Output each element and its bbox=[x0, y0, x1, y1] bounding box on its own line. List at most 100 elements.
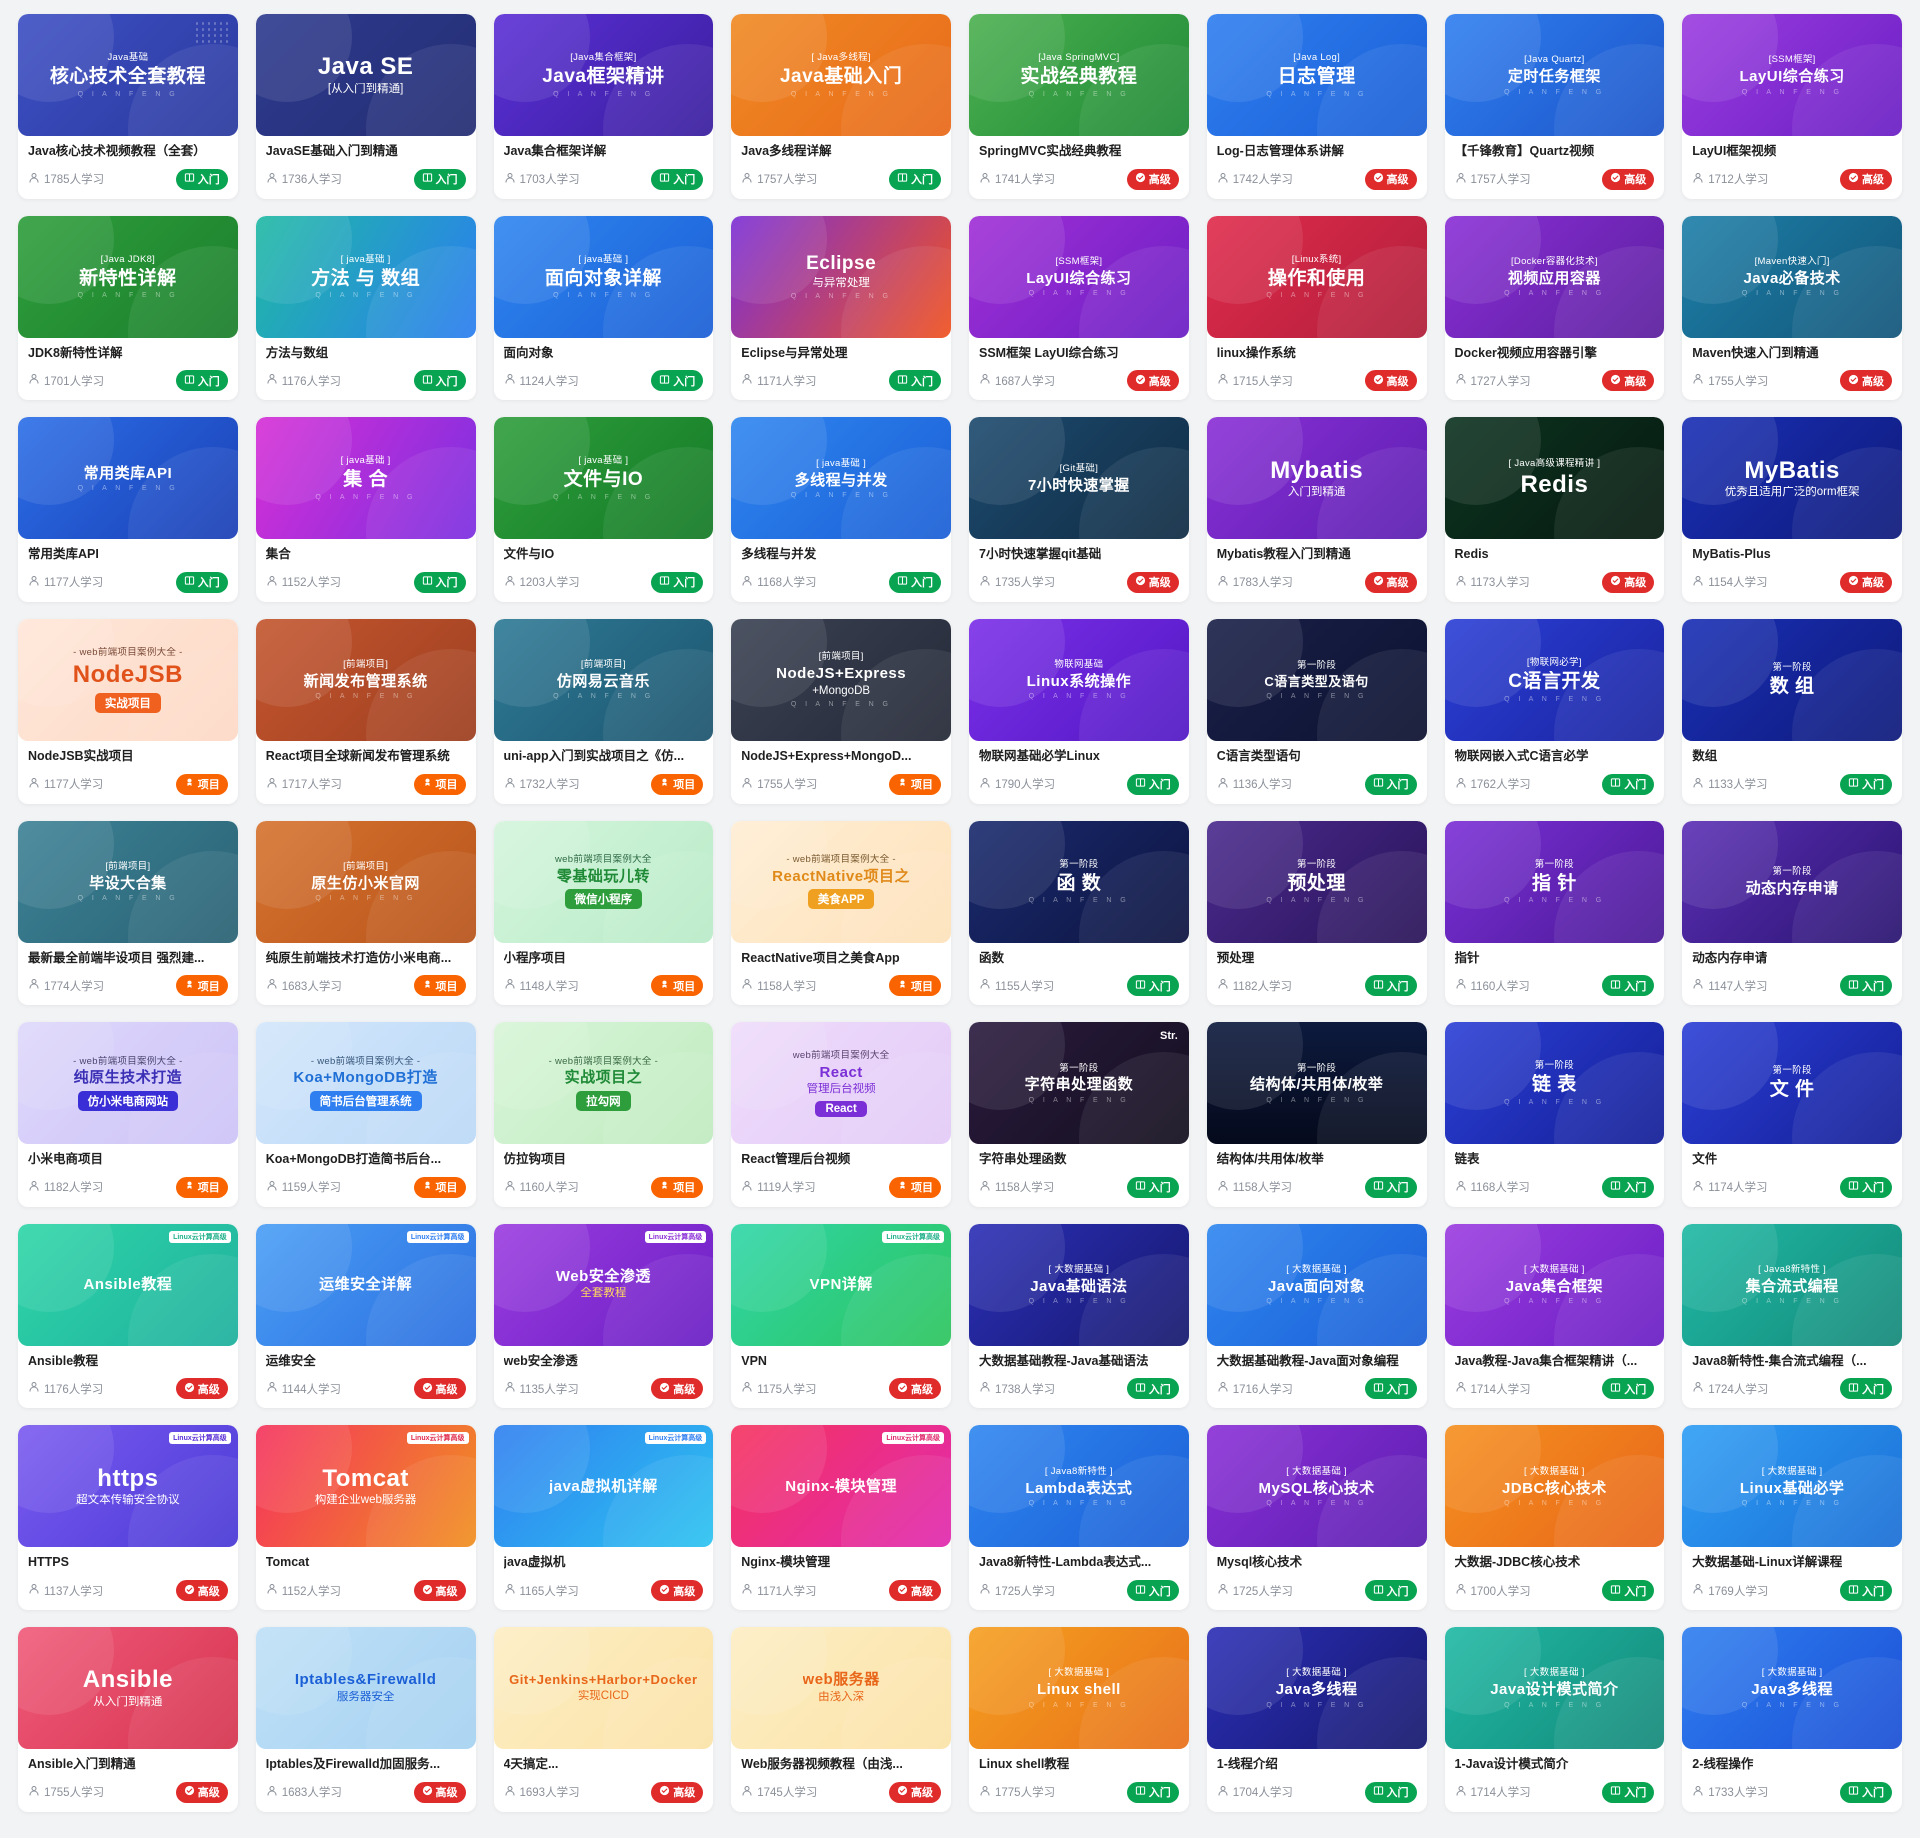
course-card[interactable]: Linux云计算高级 Web安全渗透 全套教程 web安全渗透 1135人学习 高级 bbox=[493, 1223, 714, 1409]
level-badge[interactable]: 高级 bbox=[651, 1580, 704, 1601]
course-card[interactable]: [ 大数据基础 ] Linux shell Q I A N F E N G Linux… bbox=[969, 1627, 1189, 1812]
course-title[interactable]: LayUI框架视频 bbox=[1692, 144, 1777, 158]
course-card[interactable]: 第一阶段指 针 Q I A N F E N G 指针 1160人学习 入门 bbox=[1444, 820, 1665, 1006]
course-title[interactable]: 文件 bbox=[1692, 1152, 1718, 1167]
course-card[interactable]: [Java JDK8] 新特性详解 Q I A N F E N G JDK8新特性详解… bbox=[18, 215, 238, 401]
level-badge[interactable]: 高级 bbox=[175, 1781, 228, 1803]
course-card[interactable]: 第一阶段数 组数组 1133人学习 入门 bbox=[1682, 618, 1902, 804]
course-title[interactable]: 1-线程介绍 bbox=[1216, 1757, 1278, 1771]
course-title[interactable]: Maven快速入门到精通 bbox=[1692, 345, 1819, 360]
course-card[interactable]: [Java SpringMVC] 实战经典教程 Q I A N F E N G Spr… bbox=[969, 14, 1189, 199]
course-card[interactable]: Linux云计算高级 Nginx-模块管理 Nginx-模块管理 1171人学习 高级 bbox=[731, 1425, 951, 1610]
level-badge[interactable]: 高级 bbox=[175, 1378, 228, 1400]
course-title[interactable]: 物联网嵌入式C语言必学 bbox=[1454, 748, 1589, 763]
level-badge[interactable]: 入门 bbox=[889, 370, 941, 392]
course-title[interactable]: 【千锋教育】Quartz视频 bbox=[1454, 144, 1595, 158]
level-badge[interactable]: 入门 bbox=[1126, 1176, 1179, 1198]
level-badge[interactable]: 入门 bbox=[413, 168, 466, 190]
course-title[interactable]: Docker视频应用容器引擎 bbox=[1454, 345, 1597, 360]
course-title[interactable]: Eclipse与异常处理 bbox=[741, 345, 848, 360]
course-card[interactable]: web前端项目案例大全 零基础玩儿转 微信小程序 小程序项目 1148人学习 项目 bbox=[493, 820, 714, 1006]
course-title[interactable]: MyBatis-Plus bbox=[1692, 547, 1771, 562]
course-card[interactable]: [ Java8新特性 ] 集合流式编程 Q I A N F E N G Java8新特… bbox=[1682, 1223, 1902, 1409]
course-card[interactable]: 第一阶段 结构体/共用体/枚举 Q I A N F E N G 结构体/共用体/枚举 1… bbox=[1206, 1022, 1427, 1207]
level-badge[interactable]: 入门 bbox=[1364, 975, 1417, 997]
course-card[interactable]: [前端项目] 原生仿小米官网 Q I A N F E N G 纯原生前端技术打造仿小米… bbox=[255, 820, 476, 1006]
level-badge[interactable]: 高级 bbox=[1602, 370, 1655, 392]
course-title[interactable]: 大数据基础-Linux详解课程 bbox=[1692, 1555, 1843, 1570]
course-title[interactable]: React项目全球新闻发布管理系统 bbox=[265, 748, 450, 763]
course-card[interactable]: [ java基础 ] 集 合 Q I A N F E N G 集合 1152人学习 入门 bbox=[255, 417, 476, 602]
course-card[interactable]: - web前端项目案例大全 - 实战项目之 拉勾网 仿拉钩项目 1160人学习 项目 bbox=[493, 1022, 714, 1207]
course-card[interactable]: [SSM框架] LayUI综合练习 Q I A N F E N G SSM框架 Lay… bbox=[969, 215, 1189, 401]
level-badge[interactable]: 高级 bbox=[175, 1580, 228, 1601]
course-card[interactable]: [前端项目] 新闻发布管理系统 Q I A N F E N G React项目全球新闻… bbox=[255, 618, 476, 804]
course-title[interactable]: 动态内存申请 bbox=[1692, 950, 1768, 965]
level-badge[interactable]: 入门 bbox=[1364, 1176, 1417, 1198]
level-badge[interactable]: 入门 bbox=[1364, 1378, 1417, 1400]
course-title[interactable]: 方法与数组 bbox=[265, 345, 329, 360]
course-card[interactable]: 第一阶段文 件文件 1174人学习 入门 bbox=[1682, 1022, 1902, 1207]
course-card[interactable]: [ java基础 ] 多线程与并发 Q I A N F E N G 多线程与并发 116… bbox=[731, 417, 951, 602]
course-card[interactable]: 第一阶段 动态内存申请 动态内存申请 1147人学习 入门 bbox=[1682, 820, 1902, 1006]
level-badge[interactable]: 入门 bbox=[889, 168, 941, 190]
course-card[interactable]: [ 大数据基础 ] Linux基础必学 Q I A N F E N G 大数据基础-L… bbox=[1682, 1425, 1902, 1610]
course-card[interactable]: [ Java高级课程精讲 ] Redis Redis 1173人学习 高级 bbox=[1444, 417, 1665, 602]
course-title[interactable]: 纯原生前端技术打造仿小米电商... bbox=[265, 950, 452, 965]
course-title[interactable]: 大数据基础教程-Java面对象编程 bbox=[1216, 1353, 1399, 1368]
course-card[interactable]: [Git基础] 7小时快速掌握 7小时快速掌握qit基础 1735人学习 高级 bbox=[969, 417, 1189, 602]
course-title[interactable]: 集合 bbox=[265, 547, 291, 562]
course-title[interactable]: 小米电商项目 bbox=[28, 1152, 104, 1167]
level-badge[interactable]: 项目 bbox=[651, 1176, 704, 1198]
level-badge[interactable]: 项目 bbox=[889, 975, 941, 997]
course-title[interactable]: C语言类型语句 bbox=[1216, 748, 1301, 763]
course-title[interactable]: Tomcat bbox=[265, 1555, 310, 1570]
level-badge[interactable]: 入门 bbox=[413, 370, 466, 392]
course-title[interactable]: Java核心技术视频教程（全套） bbox=[28, 144, 206, 158]
course-card[interactable]: [前端项目] 仿网易云音乐 Q I A N F E N G uni-app入门到实战项… bbox=[493, 618, 714, 804]
course-title[interactable]: Iptables及Firewalld加固服务... bbox=[265, 1757, 441, 1771]
level-badge[interactable]: 入门 bbox=[651, 571, 704, 593]
level-badge[interactable]: 入门 bbox=[1126, 1781, 1179, 1803]
course-title[interactable]: JDK8新特性详解 bbox=[28, 345, 123, 360]
course-title[interactable]: Nginx-模块管理 bbox=[741, 1555, 831, 1570]
level-badge[interactable]: 高级 bbox=[1840, 370, 1892, 392]
level-badge[interactable]: 入门 bbox=[889, 571, 941, 593]
course-title[interactable]: Java8新特性-集合流式编程（... bbox=[1692, 1353, 1867, 1368]
course-title[interactable]: Redis bbox=[1454, 547, 1489, 562]
course-card[interactable]: [SSM框架] LayUI综合练习 Q I A N F E N G LayUI框架视频… bbox=[1682, 14, 1902, 199]
course-card[interactable]: [Java Quartz] 定时任务框架 Q I A N F E N G 【千锋教育】… bbox=[1444, 14, 1665, 199]
course-title[interactable]: 链表 bbox=[1454, 1152, 1480, 1167]
level-badge[interactable]: 入门 bbox=[1364, 1580, 1417, 1601]
level-badge[interactable]: 高级 bbox=[413, 1781, 466, 1803]
course-title[interactable]: 函数 bbox=[979, 950, 1005, 965]
course-title[interactable]: 小程序项目 bbox=[503, 950, 567, 965]
course-title[interactable]: 多线程与并发 bbox=[741, 547, 817, 562]
level-badge[interactable]: 高级 bbox=[889, 1378, 941, 1400]
level-badge[interactable]: 项目 bbox=[413, 773, 466, 795]
level-badge[interactable]: 项目 bbox=[651, 975, 704, 997]
course-card[interactable]: [ java基础 ] 面向对象详解 Q I A N F E N G 面向对象 1124人… bbox=[493, 215, 714, 401]
course-card[interactable]: [ java基础 ] 方法 与 数组 Q I A N F E N G 方法与数组 117… bbox=[255, 215, 476, 401]
course-title[interactable]: uni-app入门到实战项目之《仿... bbox=[503, 748, 685, 763]
course-title[interactable]: 预处理 bbox=[1216, 950, 1255, 965]
course-title[interactable]: Java多线程详解 bbox=[741, 144, 832, 158]
course-title[interactable]: 结构体/共用体/枚举 bbox=[1216, 1152, 1324, 1167]
level-badge[interactable]: 入门 bbox=[1602, 1378, 1655, 1400]
level-badge[interactable]: 入门 bbox=[1126, 975, 1179, 997]
level-badge[interactable]: 入门 bbox=[1840, 1176, 1892, 1198]
level-badge[interactable]: 入门 bbox=[1126, 1580, 1179, 1601]
course-title[interactable]: SSM框架 LayUI综合练习 bbox=[979, 345, 1119, 360]
course-title[interactable]: NodeJSB实战项目 bbox=[28, 748, 134, 763]
level-badge[interactable]: 高级 bbox=[413, 1378, 466, 1400]
level-badge[interactable]: 高级 bbox=[1126, 571, 1179, 593]
course-card[interactable]: - web前端项目案例大全 - NodeJSB 实战项目 NodeJSB实战项目 117… bbox=[18, 618, 238, 804]
course-title[interactable]: Mybatis教程入门到精通 bbox=[1216, 547, 1351, 562]
course-card[interactable]: Iptables&Firewalld 服务器安全 Iptables及Firewall… bbox=[255, 1627, 476, 1812]
course-card[interactable]: Linux云计算高级 Ansible教程 Ansible教程 1176人学习 高级 bbox=[18, 1223, 238, 1409]
level-badge[interactable]: 入门 bbox=[1840, 975, 1892, 997]
level-badge[interactable]: 高级 bbox=[1364, 370, 1417, 392]
level-badge[interactable]: 高级 bbox=[889, 1781, 941, 1803]
course-title[interactable]: JavaSE基础入门到精通 bbox=[265, 144, 398, 158]
level-badge[interactable]: 入门 bbox=[1602, 1580, 1655, 1601]
